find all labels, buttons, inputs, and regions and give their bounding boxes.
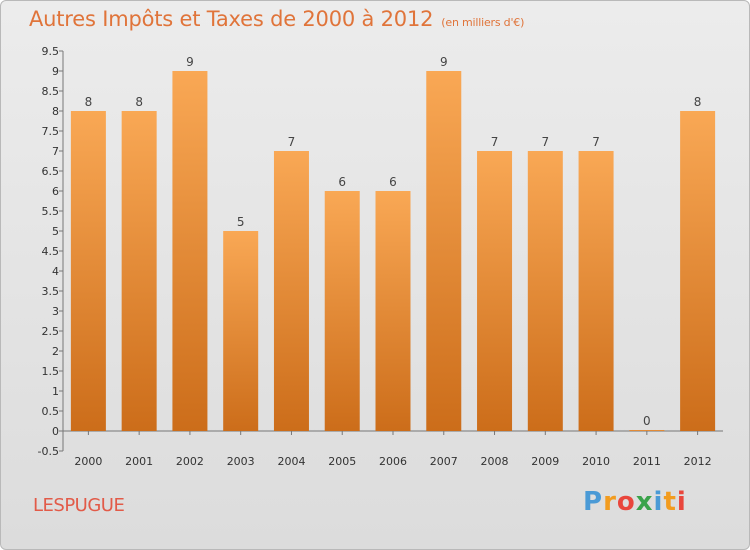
y-tick-label: 3.5 xyxy=(42,285,60,298)
y-tick-label: 7.5 xyxy=(42,125,60,138)
bar-value-label: 8 xyxy=(694,95,702,109)
x-tick-label: 2000 xyxy=(74,455,102,468)
axis-layer: 9.5 9 8.5 8 7.5 7 6.5 6 5.5 5 4.5 4 3.5 3 2.5 2 1.5 1 0.5 0… xyxy=(38,45,723,468)
chart-title-text: Autres Impôts et Taxes de 2000 à 2012 xyxy=(29,7,434,31)
y-tick-label: -0.5 xyxy=(38,445,59,458)
bar xyxy=(477,151,513,431)
bar-value-label: 7 xyxy=(592,135,600,149)
bar-value-label: 7 xyxy=(491,135,499,149)
bar xyxy=(223,231,259,431)
bar-value-label: 8 xyxy=(85,95,93,109)
y-tick-label: 0.5 xyxy=(42,405,60,418)
bar-value-label: 6 xyxy=(338,175,346,189)
x-tick-label: 2003 xyxy=(227,455,255,468)
bar-value-label: 8 xyxy=(135,95,143,109)
bar-value-label: 5 xyxy=(237,215,245,229)
bar xyxy=(324,191,360,431)
bar-value-label: 9 xyxy=(186,55,194,69)
y-tick-label: 6.5 xyxy=(42,165,60,178)
y-tick-label: 1.5 xyxy=(42,365,60,378)
place-name: LESPUGUE xyxy=(33,495,125,516)
y-tick-label: 2.5 xyxy=(42,325,60,338)
bar-value-label: 7 xyxy=(541,135,549,149)
bar xyxy=(527,151,563,431)
x-tick-label: 2012 xyxy=(684,455,712,468)
y-tick-label: 5.5 xyxy=(42,205,60,218)
logo-letter: o xyxy=(616,487,636,517)
x-tick-label: 2001 xyxy=(125,455,153,468)
y-tick-label: 8.5 xyxy=(42,85,60,98)
bar xyxy=(680,111,716,431)
bar xyxy=(375,191,411,431)
bar xyxy=(172,71,208,431)
x-tick-label: 2010 xyxy=(582,455,610,468)
bar xyxy=(426,71,462,431)
y-tick-label: 7 xyxy=(52,145,59,158)
bar xyxy=(273,151,309,431)
y-tick-label: 2 xyxy=(52,345,59,358)
bar-value-label: 6 xyxy=(389,175,397,189)
x-tick-label: 2004 xyxy=(277,455,305,468)
y-tick-label: 0 xyxy=(52,425,59,438)
bar-value-label: 7 xyxy=(288,135,296,149)
logo-letter: i xyxy=(676,487,687,517)
x-tick-label: 2006 xyxy=(379,455,407,468)
x-tick-label: 2007 xyxy=(430,455,458,468)
x-tick-label: 2002 xyxy=(176,455,204,468)
bar-value-label: 0 xyxy=(643,414,651,428)
x-tick-label: 2005 xyxy=(328,455,356,468)
y-tick-label: 4 xyxy=(52,265,59,278)
bar xyxy=(70,111,106,431)
x-tick-label: 2009 xyxy=(531,455,559,468)
bar xyxy=(629,430,665,431)
bar-layer: 8 8 9 5 7 6 6 9 7 7 7 0 8 xyxy=(70,55,716,431)
y-tick-label: 6 xyxy=(52,185,59,198)
bar xyxy=(578,151,614,431)
x-tick-label: 2008 xyxy=(481,455,509,468)
bar-value-label: 9 xyxy=(440,55,448,69)
y-tick-label: 9.5 xyxy=(42,45,60,58)
y-tick-label: 1 xyxy=(52,385,59,398)
y-tick-label: 3 xyxy=(52,305,59,318)
logo-letter: x xyxy=(635,487,654,517)
chart-unit: (en milliers d'€) xyxy=(441,16,525,29)
y-tick-label: 9 xyxy=(52,65,59,78)
bar xyxy=(121,111,157,431)
x-tick-label: 2011 xyxy=(633,455,661,468)
y-tick-label: 5 xyxy=(52,225,59,238)
logo-letter: i xyxy=(653,487,664,517)
y-tick-label: 4.5 xyxy=(42,245,60,258)
logo-letter: r xyxy=(603,487,617,517)
proxiti-logo: Proxiti xyxy=(583,487,687,517)
logo-letter: t xyxy=(663,487,677,517)
y-tick-label: 8 xyxy=(52,105,59,118)
logo-letter: P xyxy=(583,487,604,517)
chart-title: Autres Impôts et Taxes de 2000 à 2012 (en… xyxy=(29,7,524,31)
